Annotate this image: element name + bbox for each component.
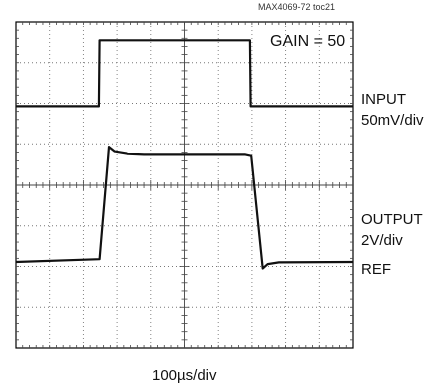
gain-annotation: GAIN = 50: [270, 33, 346, 50]
grid: [16, 22, 353, 348]
figure-id: MAX4069-72 toc21: [258, 2, 336, 12]
input-label: INPUT: [361, 91, 406, 108]
output-scale-label: 2V/div: [361, 232, 403, 249]
ref-label: REF: [361, 261, 391, 278]
output-label: OUTPUT: [361, 211, 423, 228]
trace-input: [16, 39, 353, 108]
traces: [15, 39, 354, 270]
x-axis-label: 100µs/div: [152, 367, 217, 384]
trace-output: [15, 146, 354, 270]
input-scale-label: 50mV/div: [361, 112, 424, 129]
